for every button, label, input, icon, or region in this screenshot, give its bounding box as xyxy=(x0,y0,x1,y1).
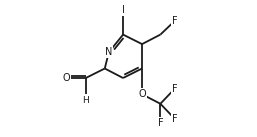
Text: H: H xyxy=(82,96,89,105)
Text: O: O xyxy=(138,89,146,99)
Text: N: N xyxy=(105,47,113,57)
Text: F: F xyxy=(172,84,177,94)
Text: I: I xyxy=(122,5,124,15)
Text: F: F xyxy=(158,118,163,128)
Text: F: F xyxy=(172,114,177,124)
Text: F: F xyxy=(172,16,177,26)
Text: O: O xyxy=(62,73,70,83)
